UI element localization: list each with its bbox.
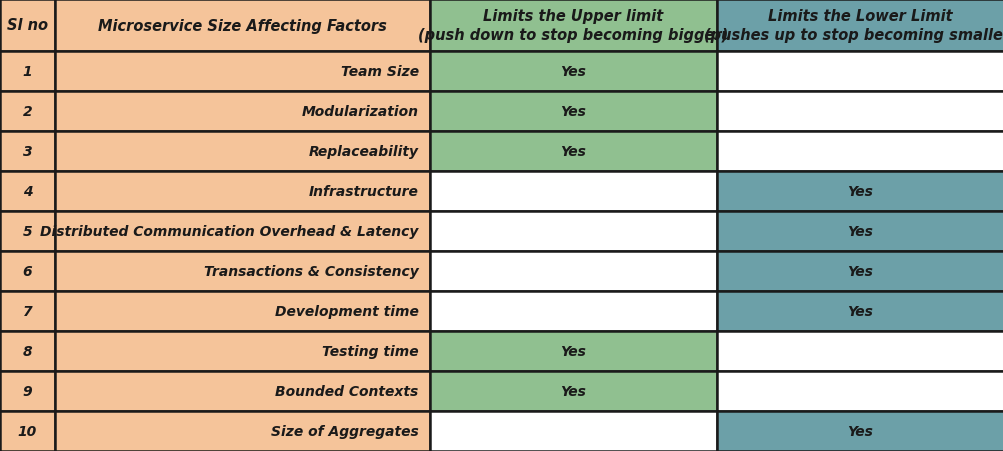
Text: 8: 8 [23,344,32,358]
Bar [55,411,429,451]
Text: Transactions & Consistency: Transactions & Consistency [204,264,418,278]
Text: Yes: Yes [560,344,586,358]
Text: Limits the Upper limit
(push down to stop becoming bigger): Limits the Upper limit (push down to sto… [418,9,728,43]
Bar [716,52,1003,92]
Text: Yes: Yes [847,304,873,318]
Text: Yes: Yes [560,145,586,159]
Text: Team Size: Team Size [340,65,418,79]
Text: 4: 4 [23,184,32,198]
Text: Yes: Yes [847,264,873,278]
Text: Size of Aggregates: Size of Aggregates [271,424,418,438]
Text: Yes: Yes [560,105,586,119]
Bar [0,212,55,252]
Text: 5: 5 [23,225,32,239]
Bar [55,331,429,371]
Bar [0,172,55,212]
Bar [716,371,1003,411]
Text: Yes: Yes [560,65,586,79]
Bar [0,291,55,331]
Bar [716,132,1003,172]
Text: Yes: Yes [847,225,873,239]
Bar [55,371,429,411]
Bar [429,291,716,331]
Text: 3: 3 [23,145,32,159]
Bar [429,212,716,252]
Bar [0,371,55,411]
Text: Development time: Development time [275,304,418,318]
Text: 2: 2 [23,105,32,119]
Bar [0,0,55,52]
Bar [716,0,1003,52]
Text: Yes: Yes [560,384,586,398]
Text: Testing time: Testing time [322,344,418,358]
Bar [716,212,1003,252]
Bar [55,252,429,291]
Text: Microservice Size Affecting Factors: Microservice Size Affecting Factors [98,18,386,33]
Text: Yes: Yes [847,424,873,438]
Bar [0,52,55,92]
Bar [429,172,716,212]
Bar [55,212,429,252]
Bar [716,331,1003,371]
Bar [0,252,55,291]
Bar [429,52,716,92]
Text: 7: 7 [23,304,32,318]
Bar [716,411,1003,451]
Bar [716,252,1003,291]
Bar [429,371,716,411]
Text: 10: 10 [18,424,37,438]
Bar [0,92,55,132]
Bar [55,92,429,132]
Text: Distributed Communication Overhead & Latency: Distributed Communication Overhead & Lat… [40,225,418,239]
Text: Limits the Lower Limit
(pushes up to stop becoming smaller): Limits the Lower Limit (pushes up to sto… [703,9,1003,43]
Text: Yes: Yes [847,184,873,198]
Bar [716,172,1003,212]
Bar [429,331,716,371]
Bar [429,411,716,451]
Bar [0,411,55,451]
Bar [429,132,716,172]
Text: Bounded Contexts: Bounded Contexts [275,384,418,398]
Bar [55,172,429,212]
Bar [55,291,429,331]
Text: Infrastructure: Infrastructure [309,184,418,198]
Bar [429,252,716,291]
Bar [0,331,55,371]
Bar [55,52,429,92]
Text: Sl no: Sl no [7,18,48,33]
Bar [429,0,716,52]
Bar [55,132,429,172]
Bar [716,291,1003,331]
Bar [0,132,55,172]
Bar [716,92,1003,132]
Text: 6: 6 [23,264,32,278]
Bar [55,0,429,52]
Bar [429,92,716,132]
Text: Replaceability: Replaceability [309,145,418,159]
Text: 1: 1 [23,65,32,79]
Text: Modularization: Modularization [302,105,418,119]
Text: 9: 9 [23,384,32,398]
